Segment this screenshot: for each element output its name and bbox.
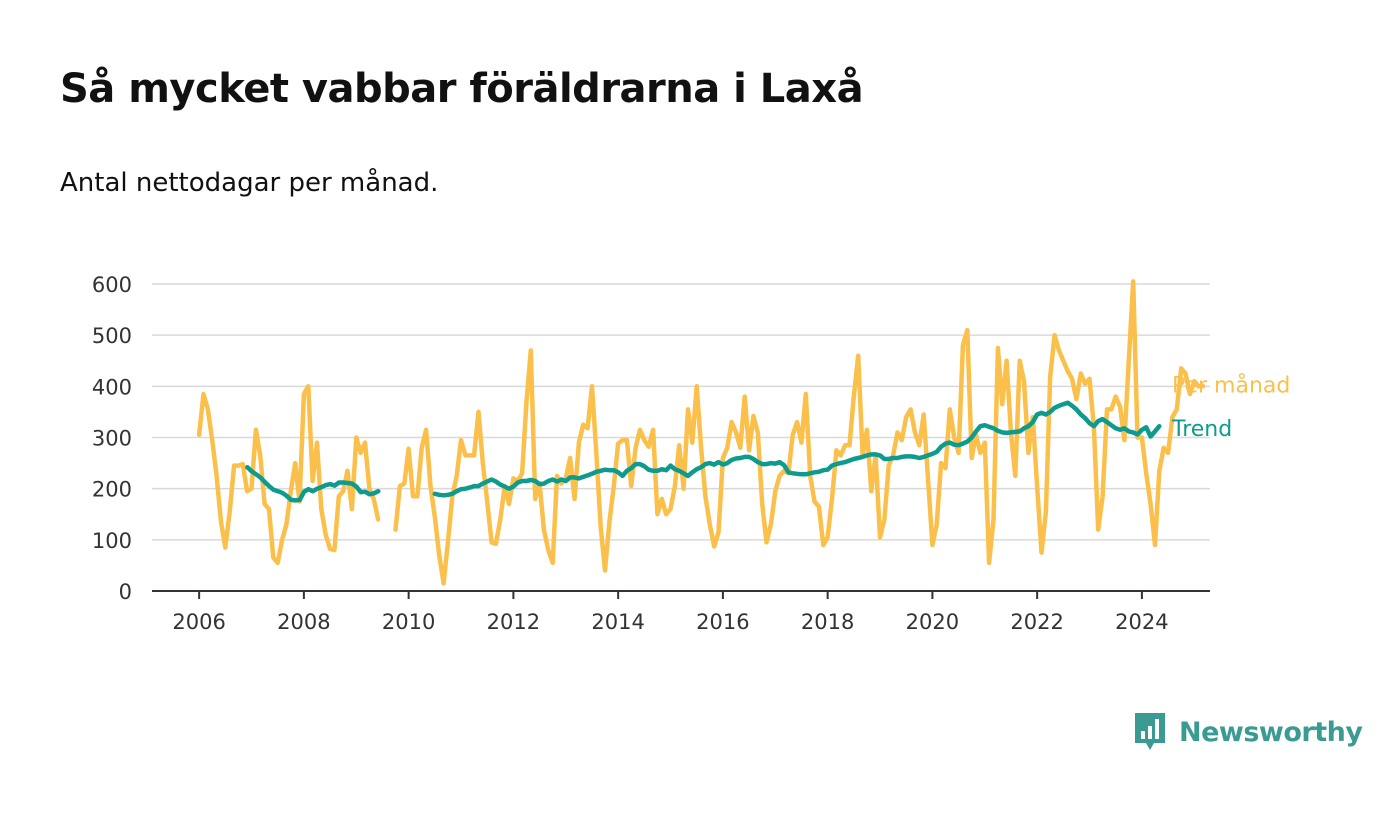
series-line-trend bbox=[245, 464, 381, 503]
series-line-trend bbox=[432, 400, 1162, 498]
brand-name: Newsworthy bbox=[1179, 716, 1363, 748]
brand-footer: Newsworthy bbox=[1133, 712, 1363, 752]
x-axis-ticks: 2006 2008 2010 2012 2014 2016 2018 2020 2022 2024 bbox=[172, 591, 1169, 634]
y-tick-label: 0 bbox=[119, 580, 132, 604]
x-tick-label: 2006 bbox=[172, 610, 225, 634]
x-tick-label: 2018 bbox=[801, 610, 854, 634]
x-tick-label: 2020 bbox=[906, 610, 959, 634]
page-subtitle: Antal nettodagar per månad. bbox=[60, 168, 439, 198]
series-labels: Per månad Trend bbox=[1171, 372, 1290, 442]
y-tick-label: 200 bbox=[92, 478, 132, 502]
y-axis-tick-labels: 0 100 200 300 400 500 600 bbox=[92, 273, 132, 604]
x-tick-label: 2024 bbox=[1115, 610, 1168, 634]
page-title: Så mycket vabbar föräldrarna i Laxå bbox=[60, 66, 864, 112]
y-tick-label: 500 bbox=[92, 324, 132, 348]
newsworthy-logo-icon bbox=[1135, 713, 1165, 750]
x-tick-label: 2012 bbox=[487, 610, 540, 634]
x-tick-label: 2014 bbox=[591, 610, 644, 634]
series-lines bbox=[196, 279, 1206, 586]
series-line-per-manad bbox=[393, 279, 1206, 586]
x-tick-label: 2022 bbox=[1010, 610, 1063, 634]
x-tick-label: 2008 bbox=[277, 610, 330, 634]
x-tick-label: 2010 bbox=[382, 610, 435, 634]
series-label-per-manad: Per månad bbox=[1172, 372, 1290, 398]
y-tick-label: 300 bbox=[92, 427, 132, 451]
series-line-per-manad bbox=[196, 384, 381, 566]
y-tick-label: 400 bbox=[92, 375, 132, 399]
y-tick-label: 600 bbox=[92, 273, 132, 297]
x-tick-label: 2016 bbox=[696, 610, 749, 634]
series-label-trend: Trend bbox=[1171, 417, 1232, 442]
y-tick-label: 100 bbox=[92, 529, 132, 553]
